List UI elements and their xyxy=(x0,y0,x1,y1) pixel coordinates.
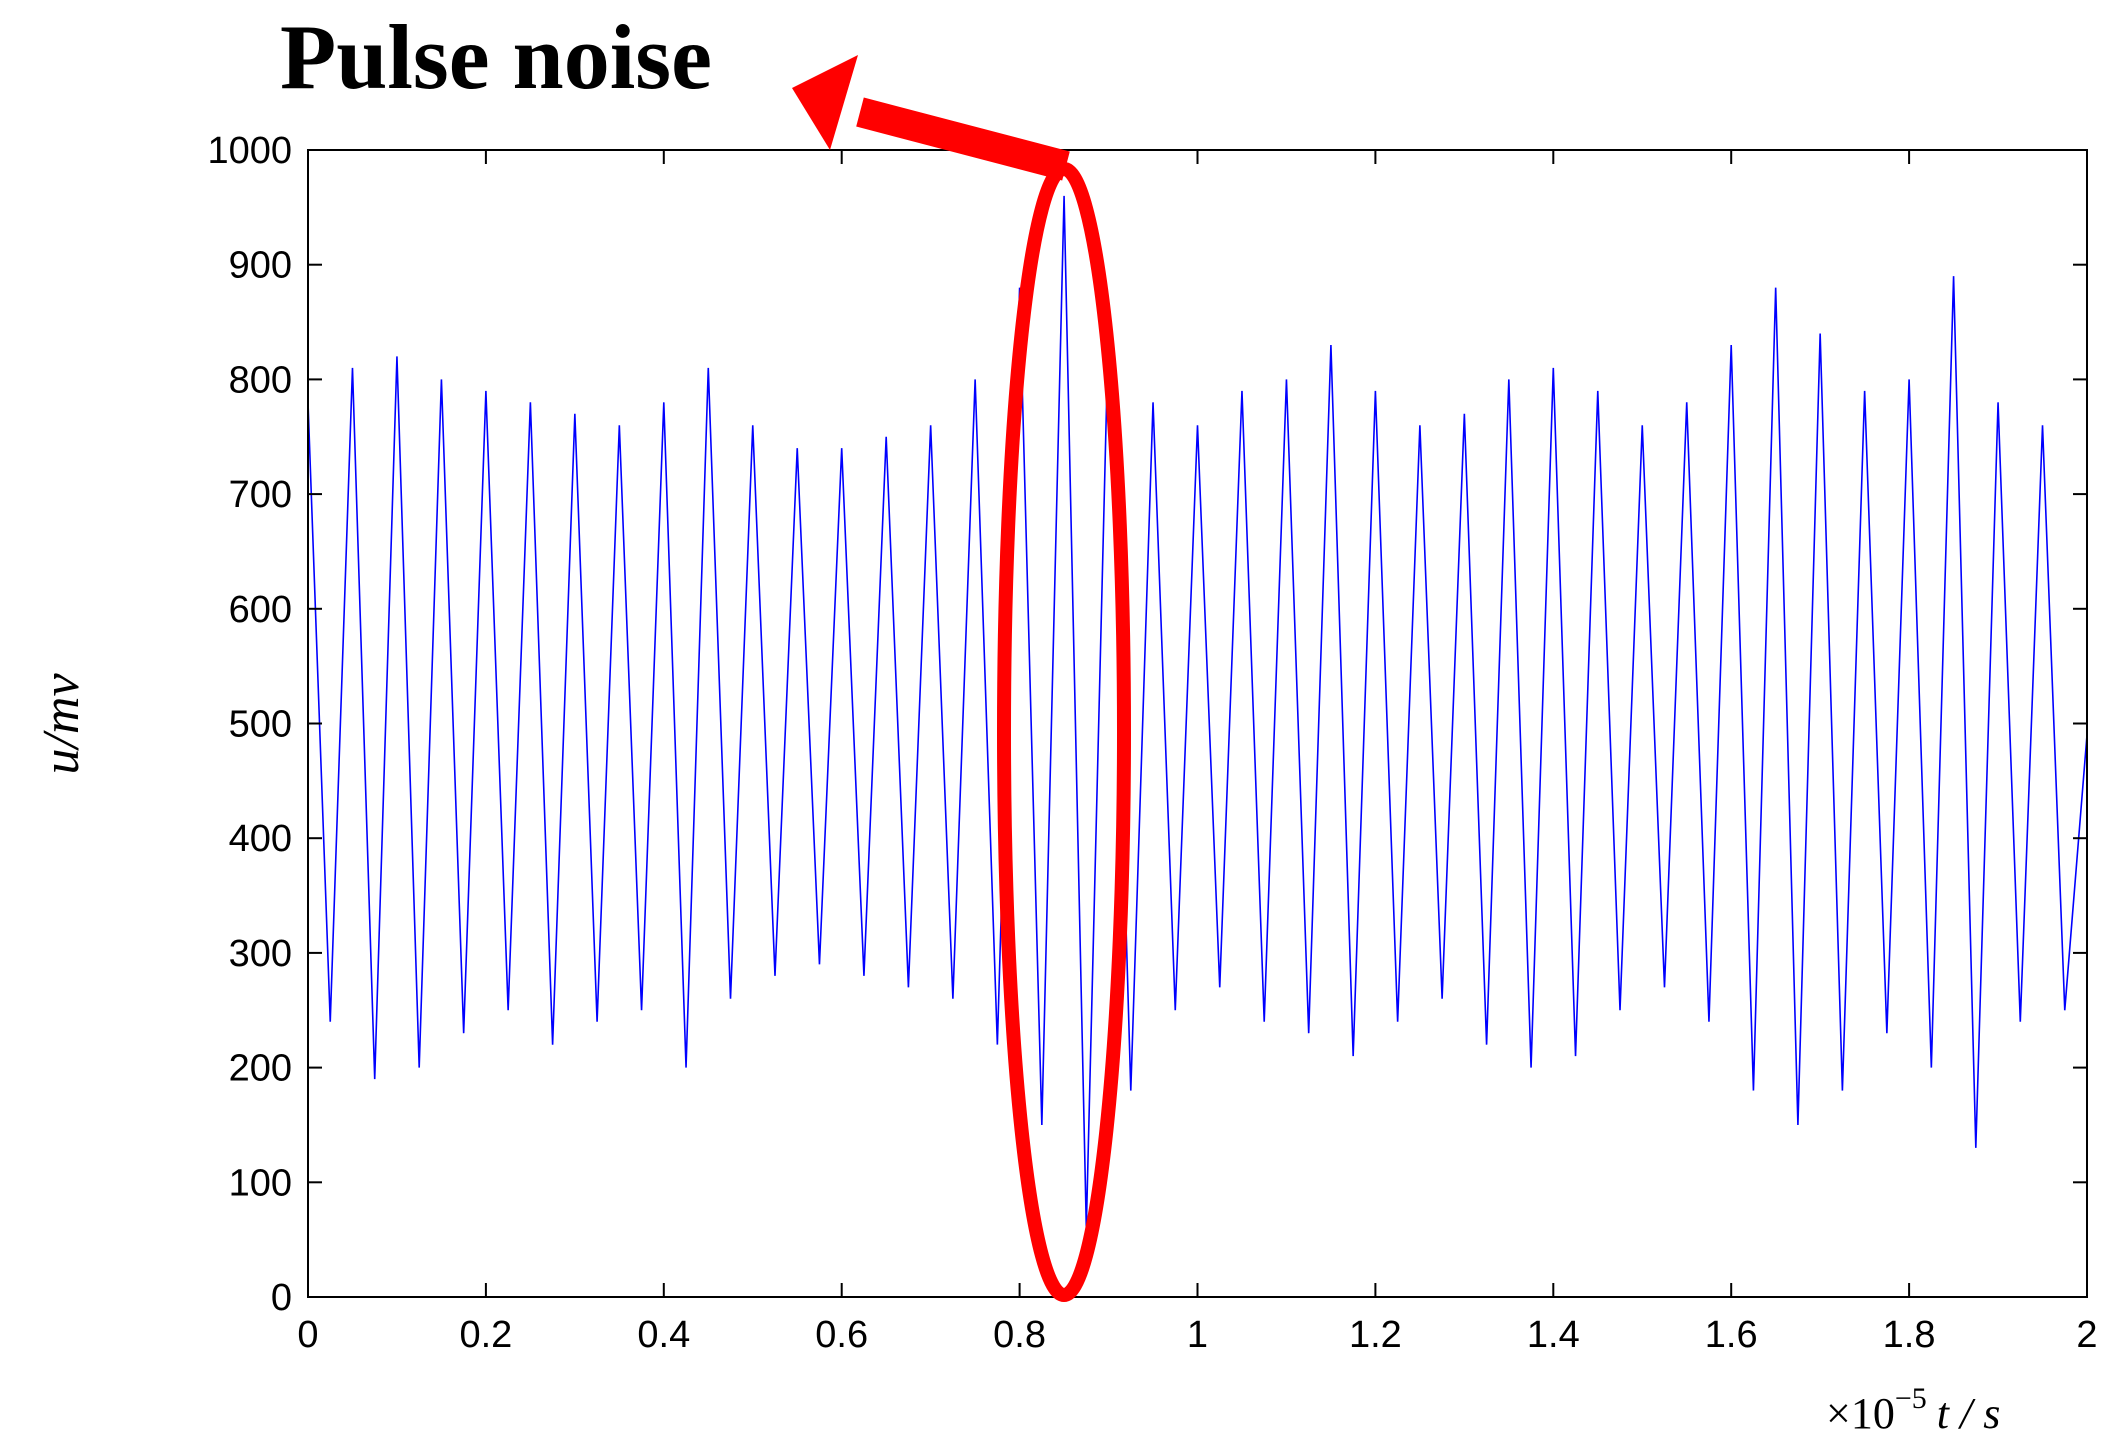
chart-title: Pulse noise xyxy=(280,6,712,108)
data-line xyxy=(307,195,2088,1229)
plot-area: 0 100 200 300 400 500 600 700 800 900 1000 0 0.2 0.4 0… xyxy=(207,130,2097,1356)
y-tick-label: 300 xyxy=(229,933,292,975)
arrow-head xyxy=(792,55,858,150)
y-tick-label: 600 xyxy=(229,589,292,631)
x-tick-label: 0.2 xyxy=(459,1314,512,1356)
plot-frame xyxy=(307,149,2088,1298)
y-tick-label: 200 xyxy=(229,1048,292,1090)
x-tick-label: 1.4 xyxy=(1527,1314,1580,1356)
y-tick-label: 1000 xyxy=(207,130,292,172)
y-tick-label: 400 xyxy=(229,818,292,860)
x-tick-label: 1.6 xyxy=(1705,1314,1758,1356)
highlight-ellipse xyxy=(997,162,1131,1302)
x-tick-label: 0.4 xyxy=(637,1314,690,1356)
x-tick-label: 0.8 xyxy=(993,1314,1046,1356)
y-tick-label: 100 xyxy=(229,1162,292,1204)
x-multiplier: ×10 xyxy=(1826,1389,1895,1438)
y-tick-label: 800 xyxy=(229,359,292,401)
arrow-shaft xyxy=(856,97,1070,181)
x-axis-label: ×10−5 t / s xyxy=(1826,1382,2000,1438)
x-exponent: −5 xyxy=(1895,1382,1927,1415)
y-tick-label: 900 xyxy=(229,245,292,287)
y-tick-label: 500 xyxy=(229,704,292,746)
y-tick-label: 700 xyxy=(229,474,292,516)
x-tick-label: 2 xyxy=(2076,1314,2097,1356)
x-label: t / s xyxy=(1937,1389,2001,1438)
x-tick-label: 1.2 xyxy=(1349,1314,1402,1356)
annotation xyxy=(792,55,1131,1302)
x-tick-label: 0.6 xyxy=(815,1314,868,1356)
x-tick-label: 1.8 xyxy=(1883,1314,1936,1356)
x-tick-label: 1 xyxy=(1187,1314,1208,1356)
y-tick-label: 0 xyxy=(271,1277,292,1319)
x-tick-label: 0 xyxy=(297,1314,318,1356)
y-axis-label: u/mv xyxy=(33,673,90,775)
